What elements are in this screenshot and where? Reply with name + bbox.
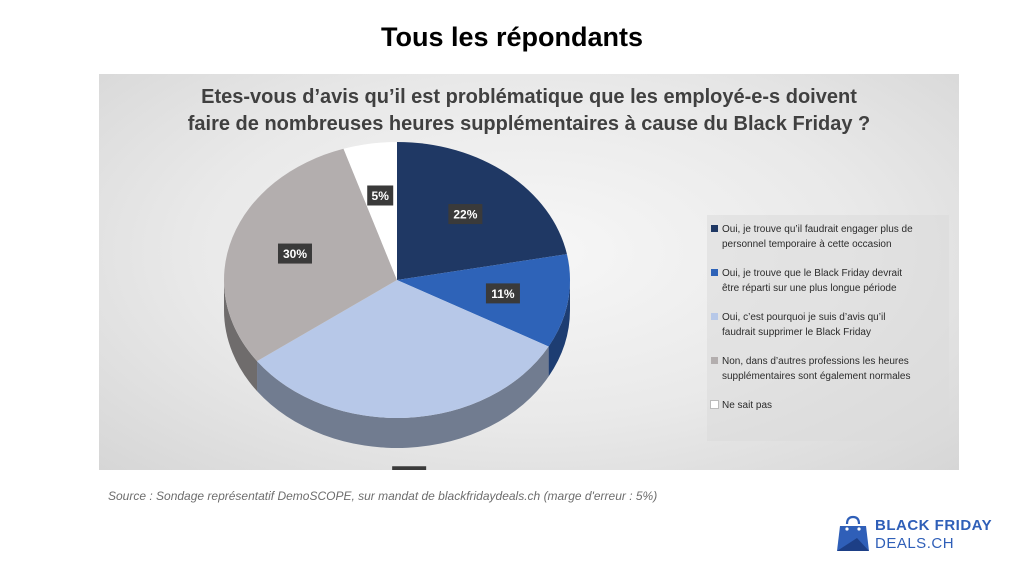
pie-slice <box>397 254 570 347</box>
pie-slice <box>257 280 549 418</box>
data-label-box <box>392 466 427 470</box>
chart-area: Etes-vous d’avis qu’il est problématique… <box>99 74 959 470</box>
legend-label: Oui, je trouve qu’il faudrait engager pl… <box>722 224 913 250</box>
legend-item: Ne sait pas <box>710 398 947 413</box>
data-label: 30% <box>283 247 307 261</box>
legend-item: Oui, c’est pourquoi je suis d’avis qu’il… <box>711 310 947 340</box>
chart-legend: Oui, je trouve qu’il faudrait engager pl… <box>707 215 949 441</box>
chart-title-line-2: faire de nombreuses heures supplémentair… <box>187 113 871 135</box>
data-label: 5% <box>372 189 390 203</box>
logo-text-line-2: DEALS.CH <box>875 535 955 552</box>
brand-logo: BLACK FRIDAY DEALS.CH <box>833 514 992 554</box>
data-label-box <box>277 243 312 264</box>
data-label-box <box>448 204 483 225</box>
legend-swatch <box>711 269 718 276</box>
pie-slice-side <box>548 280 570 377</box>
page-title: Tous les répondants <box>380 22 644 52</box>
legend-item: Non, dans d’autres professions les heure… <box>711 354 947 384</box>
source-note: Source : Sondage représentatif DemoSCOPE… <box>108 489 658 503</box>
data-label: 22% <box>453 208 477 222</box>
pie-slice-side <box>257 346 549 448</box>
legend-swatch <box>711 313 718 320</box>
legend-label: Oui, c’est pourquoi je suis d’avis qu’il… <box>722 312 886 338</box>
legend-label: Ne sait pas <box>722 400 773 411</box>
pie-slice <box>343 142 397 280</box>
legend-item: Oui, je trouve qu’il faudrait engager pl… <box>711 222 947 252</box>
pie-slices-layer <box>223 142 570 418</box>
pie-depth-layer <box>224 280 570 448</box>
shopping-bag-icon <box>837 515 869 551</box>
pie-slice-side <box>224 280 258 392</box>
chart-title-line-1: Etes-vous d’avis qu’il est problématique… <box>201 86 857 108</box>
logo-text-line-1: BLACK FRIDAY <box>875 517 993 534</box>
legend-label: Oui, je trouve que le Black Friday devra… <box>722 268 903 294</box>
legend-swatch <box>710 400 719 409</box>
data-label-box <box>367 185 394 206</box>
legend-swatch <box>711 357 718 364</box>
pie-chart: 22%11%32%30%5% <box>223 142 570 470</box>
pie-labels-layer: 22%11%32%30%5% <box>277 185 520 470</box>
legend-label: Non, dans d’autres professions les heure… <box>722 356 911 382</box>
data-label-box <box>485 283 520 304</box>
legend-item: Oui, je trouve que le Black Friday devra… <box>711 266 947 296</box>
data-label: 11% <box>491 287 515 301</box>
chart-title: Etes-vous d’avis qu’il est problématique… <box>139 84 919 138</box>
legend-swatch <box>711 225 718 232</box>
